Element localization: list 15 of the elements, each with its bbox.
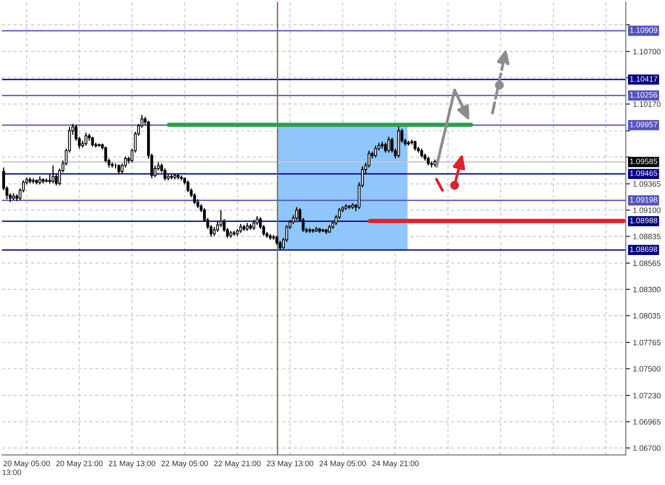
candlestick: [414, 140, 417, 152]
candlestick: [252, 219, 256, 230]
candlestick: [48, 174, 52, 184]
candlestick: [295, 206, 298, 221]
candlestick: [104, 146, 108, 164]
candlestick: [164, 168, 166, 181]
candlestick: [384, 142, 387, 154]
candlestick: [219, 210, 222, 228]
candlestick: [374, 145, 378, 158]
candlestick: [193, 192, 196, 205]
candlestick: [117, 164, 120, 175]
candlestick: [52, 164, 54, 184]
candlestick: [84, 132, 88, 146]
candlestick: [186, 180, 190, 193]
candlestick: [91, 136, 94, 148]
